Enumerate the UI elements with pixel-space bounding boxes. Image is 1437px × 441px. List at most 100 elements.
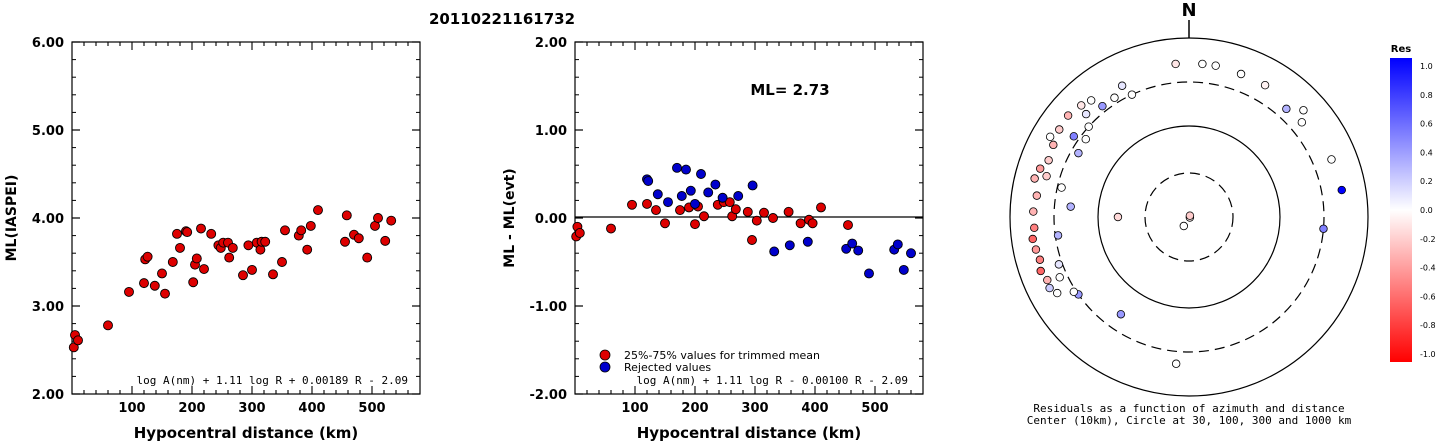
chart1-point	[353, 233, 364, 244]
chart1-xtick-label: 400	[298, 401, 325, 416]
colorbar-gradient	[1390, 58, 1412, 362]
chart2-point	[843, 220, 853, 230]
chart2-point	[807, 218, 818, 229]
chart1-ytick-label: 6.00	[32, 36, 64, 51]
chart2-point	[847, 238, 858, 249]
chart2-point	[747, 180, 758, 191]
chart2-point	[864, 268, 874, 279]
polar-station-point	[1030, 223, 1039, 233]
ml-annotation: ML= 2.73	[750, 81, 829, 99]
chart2-point	[783, 206, 794, 217]
chart1-ytick-label: 3.00	[32, 300, 64, 315]
chart1-point	[340, 236, 350, 247]
polar-station-point	[1053, 231, 1063, 240]
colorbar-label: 0.4	[1420, 148, 1433, 157]
polar-station-point	[1031, 245, 1041, 254]
polar-station-point	[1030, 174, 1039, 183]
chart2-xlabel: Hypocentral distance (km)	[637, 424, 862, 441]
polar-station-point	[1198, 59, 1207, 69]
chart1-point	[224, 252, 235, 263]
polar-station-point	[1117, 81, 1127, 90]
chart2-ytick-label: -2.00	[530, 388, 567, 403]
colorbar-title: Res	[1391, 44, 1411, 55]
polar-station-point	[1028, 234, 1037, 244]
polar-station-point	[1045, 132, 1055, 142]
chart1-xlabel: Hypocentral distance (km)	[134, 424, 359, 441]
chart1-point	[160, 288, 170, 299]
colorbar-label: -0.8	[1420, 321, 1436, 330]
chart2-ytick-label: -1.00	[530, 300, 567, 315]
colorbar-labels: 1.0 0.8 0.6 0.4 0.2 0.0 -0.2 -0.4 -0.6 -0.8 -1.0	[1420, 62, 1436, 359]
polar-station-point	[1337, 185, 1346, 195]
polar-station-point	[1098, 101, 1107, 111]
chart1-point	[167, 257, 178, 267]
chart2-point	[690, 219, 700, 230]
chart1-point	[172, 228, 182, 239]
chart2-point	[642, 198, 652, 209]
chart1-point	[373, 213, 383, 223]
chart2-ytick-label: 1.00	[535, 124, 567, 139]
chart2-point	[676, 191, 687, 201]
chart1-point	[182, 227, 193, 238]
polar-station-point	[1066, 202, 1075, 211]
chart2-point	[898, 264, 909, 275]
chart1-point	[243, 240, 254, 251]
polar-station-point	[1042, 171, 1051, 181]
chart2-point	[606, 223, 616, 234]
polar-station-point	[1063, 111, 1073, 120]
legend-marker-rejected	[599, 361, 611, 373]
polar-station-point	[1084, 122, 1093, 131]
colorbar-label: -0.4	[1420, 264, 1436, 273]
chart1-point	[199, 264, 209, 274]
chart1-point	[139, 278, 149, 289]
polar-station-point	[1260, 81, 1270, 90]
chart1-point	[362, 252, 373, 263]
chart2-point	[660, 218, 670, 229]
chart2-point	[724, 197, 735, 208]
chart1-point	[260, 236, 271, 247]
polar-station-point	[1054, 260, 1064, 269]
polar-station-point	[1282, 104, 1291, 114]
chart2-point	[802, 236, 813, 247]
chart2-point	[681, 164, 691, 175]
chart1-point	[386, 215, 397, 226]
chart2-point	[672, 162, 682, 173]
polar-station-point	[1116, 310, 1126, 319]
legend-marker-trimmed	[599, 349, 611, 361]
chart2-point	[769, 246, 780, 257]
polar-station-point	[1077, 101, 1086, 110]
chart2-point	[784, 240, 795, 251]
colorbar-label: 0.2	[1420, 177, 1433, 186]
residual-colorbar: Res 1.0 0.8 0.6 0.4 0.2 0.0 -0.2 -0.4 -0.6 -0.8 -1…	[1390, 44, 1436, 362]
chart1-point	[341, 210, 352, 221]
chart2-point	[652, 189, 663, 200]
figure-title: 20110221161732	[429, 10, 575, 28]
polar-station-point	[1032, 191, 1042, 200]
chart2-point	[663, 197, 673, 208]
chart2-point	[696, 169, 706, 179]
colorbar-label: -1.0	[1420, 350, 1436, 359]
polar-station-point	[1055, 273, 1064, 282]
polar-station-point	[1327, 155, 1336, 164]
chart1-point	[296, 225, 307, 236]
chart1-point	[227, 242, 238, 253]
polar-caption-1: Residuals as a function of azimuth and d…	[1033, 402, 1344, 415]
polar-station-point	[1086, 96, 1096, 105]
chart2-point	[651, 205, 661, 216]
chart2-formula: log A(nm) + 1.11 log R - 0.00100 R - 2.0…	[636, 374, 908, 387]
chart2-ytick-label: 2.00	[535, 36, 567, 51]
chart2-xtick-label: 300	[741, 401, 768, 416]
chart1-point	[238, 270, 248, 281]
chart2-xtick-label: 100	[621, 401, 648, 416]
colorbar-label: -0.2	[1420, 235, 1436, 244]
chart1-point	[305, 220, 316, 231]
polar-station-point	[1171, 359, 1181, 368]
chart1-point	[313, 205, 323, 216]
polar-station-point	[1081, 135, 1090, 144]
chart1-point	[142, 251, 153, 262]
polar-station-point	[1055, 125, 1064, 134]
north-label: N	[1181, 0, 1196, 21]
chart1-frame	[71, 41, 421, 395]
chart2-point	[643, 176, 654, 186]
